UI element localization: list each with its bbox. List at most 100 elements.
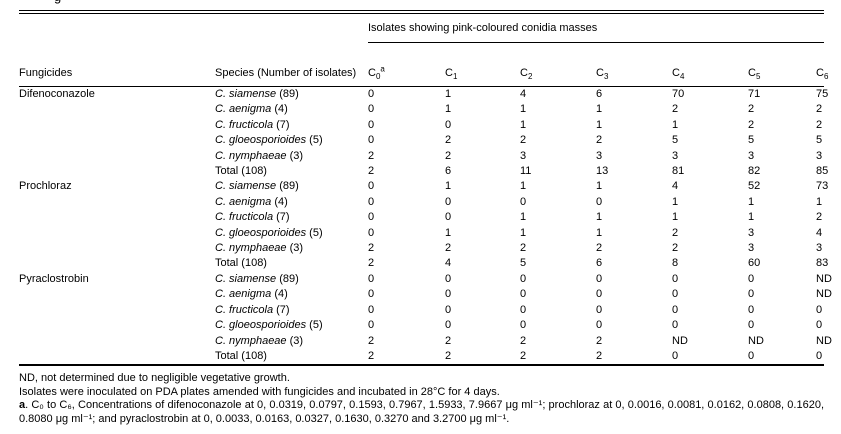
count-value: 0 [445, 319, 452, 332]
table-row: C. nymphaeae (3) 2 2 2 2 2 3 3 [19, 241, 824, 256]
count-value: 13 [596, 165, 609, 178]
fungicide-label [19, 195, 215, 210]
species-label: Total (108) [215, 257, 267, 270]
count-value: 83 [816, 257, 829, 270]
species-label: Total (108) [215, 165, 267, 178]
count-value: 1 [596, 226, 603, 239]
table-row: C. gloeosporioides (5) 0 2 2 2 5 5 5 [19, 133, 824, 148]
footnote-concentrations: a. C₀ to C₆, Concentrations of difenocon… [19, 399, 824, 426]
table-row: C. nymphaeae (3) 2 2 2 2 ND ND ND [19, 334, 832, 349]
species-label: C. fructicola (7) [215, 303, 290, 316]
species-label: C. siamense (89) [215, 88, 299, 100]
count-value: 0 [672, 319, 679, 332]
species-label: Total (108) [215, 349, 267, 362]
fungicide-label [19, 149, 215, 164]
table-footnotes: ND, not determined due to negligible veg… [19, 372, 824, 426]
species-label: C. gloeosporioides (5) [215, 134, 323, 147]
count-value: 5 [672, 134, 679, 147]
count-value: 0 [368, 195, 375, 208]
count-value: 3 [748, 149, 755, 162]
count-value: 0 [445, 211, 452, 224]
count-value: 0 [748, 272, 755, 285]
count-value: 1 [520, 226, 527, 239]
table-row: C. nymphaeae (3) 2 2 3 3 3 3 3 [19, 149, 824, 164]
count-value: 2 [520, 242, 527, 255]
spanner-row: Isolates showing pink-coloured conidia m… [19, 12, 825, 43]
table-row: C. fructicola (7) 0 0 1 1 1 1 2 [19, 210, 824, 225]
species-label: C. gloeosporioides (5) [215, 226, 323, 239]
count-value: 0 [368, 319, 375, 332]
count-value: 2 [816, 118, 823, 131]
count-value: 2 [748, 118, 755, 131]
table-row: C. fructicola (7) 0 0 0 0 0 0 0 [19, 303, 824, 318]
count-value: 0 [672, 288, 679, 301]
count-value: 2 [520, 134, 527, 147]
table-page: Isolates showing pink-coloured conidia m… [19, 10, 832, 426]
count-value: 1 [445, 103, 452, 116]
count-value: 0 [368, 303, 375, 316]
count-value: 0 [672, 349, 679, 362]
count-value: 0 [368, 103, 375, 116]
count-value: 2 [368, 242, 375, 255]
count-value: 0 [816, 349, 823, 362]
fungicide-label [19, 164, 215, 179]
count-value: 2 [445, 242, 452, 255]
count-value: 2 [520, 349, 527, 362]
count-value: 2 [816, 211, 823, 224]
count-value: 60 [748, 257, 761, 270]
fungicide-label [19, 241, 215, 256]
col-header-c6: C6 [816, 42, 828, 87]
count-value: 5 [816, 134, 823, 147]
species-label: C. fructicola (7) [215, 211, 290, 224]
column-header-row: Fungicides Species (Number of isolates) … [19, 42, 828, 87]
fungicide-conidia-table: Isolates showing pink-coloured conidia m… [19, 10, 832, 367]
fungicide-label [19, 210, 215, 225]
count-value: 1 [748, 195, 755, 208]
count-value: 1 [596, 211, 603, 224]
count-value: 2 [816, 103, 823, 116]
fungicide-label [19, 102, 215, 117]
count-value: 81 [672, 165, 685, 178]
count-value: ND [816, 272, 832, 285]
table-row: C. gloeosporioides (5) 0 0 0 0 0 0 0 [19, 318, 824, 333]
count-value: 71 [748, 88, 761, 100]
count-value: 2 [445, 349, 452, 362]
count-value: 3 [748, 226, 755, 239]
species-label: C. fructicola (7) [215, 118, 290, 131]
count-value: 3 [520, 149, 527, 162]
count-value: 6 [596, 257, 603, 270]
count-value: 0 [368, 272, 375, 285]
count-value: 70 [672, 88, 685, 100]
count-value: 0 [596, 319, 603, 332]
col-header-c4: C4 [672, 42, 748, 87]
species-label: C. nymphaeae (3) [215, 149, 304, 162]
count-value: ND [748, 334, 764, 347]
count-value: 82 [748, 165, 761, 178]
table-row: C. fructicola (7) 0 0 1 1 1 2 2 [19, 118, 824, 133]
count-value: 52 [748, 180, 761, 193]
species-label: C. nymphaeae (3) [215, 334, 304, 347]
species-label: C. gloeosporioides (5) [215, 319, 323, 332]
count-value: 2 [672, 242, 679, 255]
spanner-label: Isolates showing pink-coloured conidia m… [368, 12, 825, 43]
count-value: 1 [596, 180, 603, 193]
count-value: 0 [520, 195, 527, 208]
count-value: 0 [748, 288, 755, 301]
count-value: 0 [816, 319, 823, 332]
count-value: 1 [596, 103, 603, 116]
count-value: 3 [748, 242, 755, 255]
table-row: Total (108) 2 6 11 13 81 82 85 [19, 164, 828, 179]
count-value: 4 [816, 226, 823, 239]
count-value: 2 [520, 334, 527, 347]
count-value: 3 [816, 149, 823, 162]
count-value: 0 [672, 303, 679, 316]
count-value: ND [816, 334, 832, 347]
species-label: C. nymphaeae (3) [215, 242, 304, 255]
species-label: C. siamense (89) [215, 180, 299, 193]
footnote-nd: ND, not determined due to negligible veg… [19, 372, 290, 385]
count-value: 0 [368, 211, 375, 224]
col-header-c2: C2 [520, 42, 596, 87]
fungicide-label [19, 256, 215, 271]
col-header-species: Species (Number of isolates) [215, 42, 368, 87]
count-value: 2 [596, 349, 603, 362]
